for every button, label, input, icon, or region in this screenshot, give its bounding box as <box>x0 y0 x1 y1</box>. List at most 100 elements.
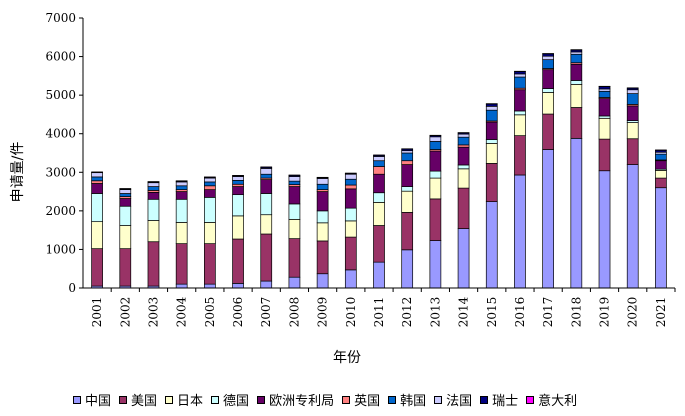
bar-segment <box>514 174 526 289</box>
bar-segment <box>485 109 498 122</box>
legend-item: 法国 <box>434 390 472 409</box>
legend-label: 中国 <box>85 394 112 409</box>
bar-segment <box>316 222 329 242</box>
bar-segment <box>119 225 132 250</box>
bar-segment <box>260 179 273 194</box>
bar-segment <box>204 181 216 187</box>
bar-segment <box>147 220 160 243</box>
bar-segment <box>570 63 583 81</box>
bar-segment <box>570 53 583 64</box>
bar-segment <box>288 186 301 205</box>
bar-segment <box>655 160 667 170</box>
y-tick-label: 5000 <box>45 88 76 102</box>
legend-label: 日本 <box>177 394 204 409</box>
x-tick-label: 2019 <box>598 297 612 328</box>
bar-segment <box>429 198 442 241</box>
bar-segment <box>344 236 357 271</box>
ticks-layer: 0 1000 2000 3000 4000 5000 6000 7000 2001 2002 200… <box>45 11 676 328</box>
legend-swatch <box>388 395 397 404</box>
bar-segment <box>316 178 329 185</box>
bar-segment <box>175 181 188 187</box>
bar-segment <box>429 136 442 142</box>
bar-segment <box>204 222 216 244</box>
bar-segment <box>91 176 103 182</box>
bar-segment <box>288 176 301 182</box>
bar-segment <box>598 90 611 98</box>
bar-segment <box>288 276 301 289</box>
bar-segment <box>288 180 301 185</box>
axes-layer <box>82 18 675 289</box>
bar-segment <box>232 186 244 196</box>
bar-segment <box>260 233 273 282</box>
bar-segment <box>514 89 526 112</box>
legend-item: 瑞士 <box>480 390 518 409</box>
legend-swatch <box>119 395 128 404</box>
bar-segment <box>626 89 639 94</box>
bar-segment <box>232 194 244 217</box>
legend-label: 德国 <box>223 394 250 409</box>
bar-segment <box>598 117 611 140</box>
bar-segment <box>288 238 301 278</box>
bar-segment <box>457 133 470 138</box>
bar-segment <box>344 184 357 190</box>
bar-segment <box>204 177 216 183</box>
bar-segment <box>260 168 273 175</box>
bar-segment <box>147 186 160 191</box>
x-tick-label: 2007 <box>259 297 273 328</box>
bar-segment <box>316 191 329 212</box>
bar-segment <box>457 164 470 170</box>
legend-item: 英国 <box>342 390 380 409</box>
bar-segment <box>401 160 414 165</box>
x-tick-label: 2001 <box>90 297 104 328</box>
x-tick-label: 2006 <box>231 297 245 328</box>
bar-segment <box>373 225 385 263</box>
bar-segment <box>401 186 414 192</box>
bar-segment <box>373 261 385 289</box>
legend-label: 英国 <box>354 394 381 409</box>
bar-segment <box>288 203 301 220</box>
bar-segment <box>373 166 385 175</box>
bar-segment <box>542 55 554 61</box>
bar-segment <box>119 198 132 207</box>
bar-segment <box>457 187 470 229</box>
bar-segment <box>91 183 103 194</box>
bar-segment <box>175 185 188 190</box>
bar-segment <box>316 183 329 190</box>
y-tick-label: 0 <box>68 281 76 295</box>
bar-segment <box>429 170 442 179</box>
legend-swatch <box>342 395 351 404</box>
bar-segment <box>204 185 216 190</box>
bar-segment <box>147 191 160 200</box>
bar-segment <box>626 105 639 121</box>
bar-segment <box>514 76 526 89</box>
bar-segment <box>485 163 498 202</box>
bar-segment <box>232 215 244 240</box>
legend: 中国 美国 日本 德国 欧洲专利局 英国 韩国 法国 瑞士 意大利 <box>73 390 633 409</box>
bar-segment <box>204 283 216 289</box>
bar-segment <box>119 248 132 287</box>
bar-segment <box>401 190 414 213</box>
bar-segment <box>429 240 442 289</box>
bar-segment <box>344 178 357 186</box>
x-tick-label: 2015 <box>485 297 499 328</box>
legend-item: 意大利 <box>526 390 577 409</box>
bar-segment <box>457 146 470 166</box>
bar-segment <box>542 113 554 150</box>
bar-segment <box>655 187 667 289</box>
x-tick-label: 2013 <box>428 297 442 328</box>
legend-swatch <box>165 395 174 404</box>
bar-segment <box>316 210 329 224</box>
legend-label: 美国 <box>131 394 158 409</box>
x-tick-label: 2004 <box>175 296 189 327</box>
bar-segment <box>260 173 273 179</box>
legend-item: 欧洲专利局 <box>257 390 334 409</box>
x-tick-label: 2009 <box>316 297 330 328</box>
bar-segment <box>344 207 357 222</box>
bar-segment <box>570 80 583 85</box>
y-tick-label: 7000 <box>45 11 76 25</box>
bar-segment <box>204 189 216 198</box>
legend-label: 韩国 <box>400 394 427 409</box>
bar-segment <box>514 73 526 78</box>
legend-item: 德国 <box>211 390 249 409</box>
